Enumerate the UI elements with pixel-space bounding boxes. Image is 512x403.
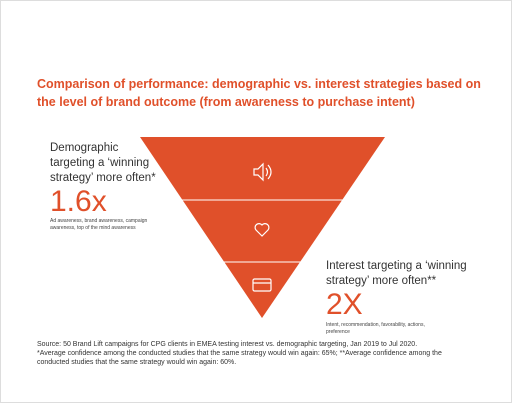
source-line: *Average confidence among the conducted …: [37, 350, 442, 357]
card-icon: [252, 278, 272, 292]
callout-figure: 1.6x: [50, 185, 107, 218]
title-line: Comparison of performance: demographic v…: [37, 77, 481, 91]
callout-text: strategy’ more often*: [50, 172, 156, 184]
speaker-icon: [253, 162, 272, 182]
heart-icon: [254, 223, 270, 237]
callout-figure: 2X: [326, 288, 363, 321]
callout-text: Demographic: [50, 142, 119, 154]
callout-text: targeting a ‘winning: [50, 157, 149, 169]
callout-detail: Intent, recommendation, favorability, ac…: [326, 322, 425, 328]
source-line: conducted studies that the same strategy…: [37, 359, 236, 366]
callout-detail: awareness, top of the mind awareness: [50, 225, 136, 231]
funnel: [140, 137, 385, 318]
source-line: Source: 50 Brand Lift campaigns for CPG …: [37, 341, 417, 348]
callout-text: strategy’ more often**: [326, 275, 437, 287]
callout-text: Interest targeting a ‘winning: [326, 260, 467, 272]
callout-detail: preference: [326, 329, 350, 335]
callout-detail: Ad awareness, brand awareness, campaign: [50, 218, 147, 224]
title-line: the level of brand outcome (from awarene…: [37, 95, 415, 109]
